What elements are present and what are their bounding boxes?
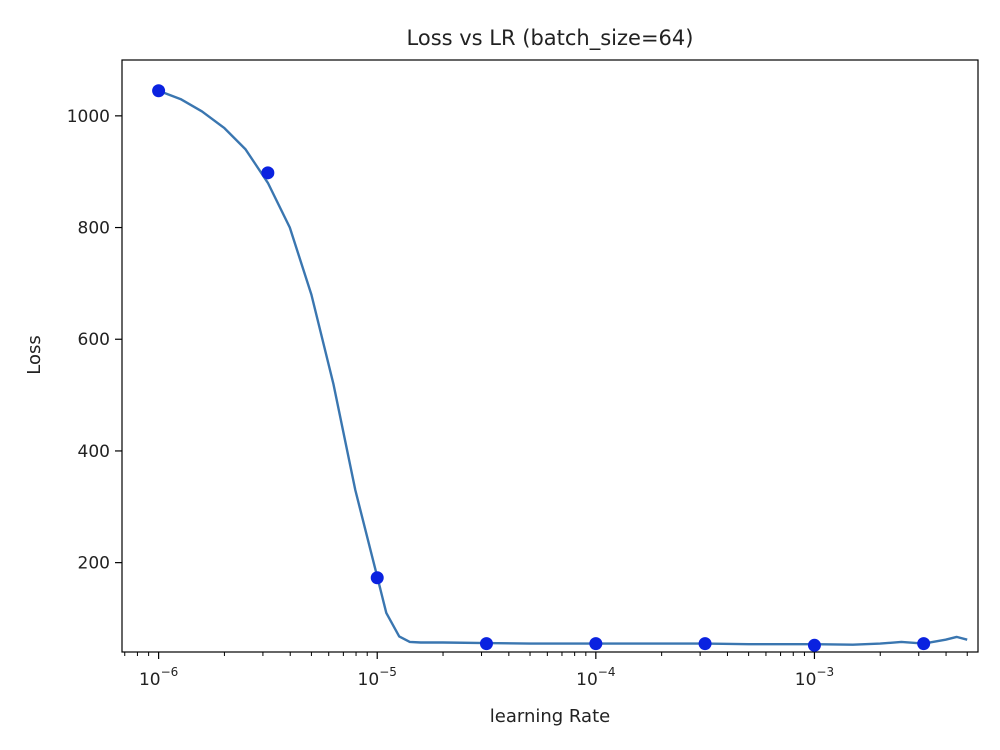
- data-point: [479, 637, 493, 651]
- axes-frame: [121, 59, 979, 653]
- data-point: [698, 637, 712, 651]
- plot-area: 200 400 600 800 1000 10−6 10−5 10−4 10−3: [67, 59, 979, 690]
- y-tick-label: 1000: [67, 107, 110, 127]
- x-tick-label: 10−6: [139, 665, 178, 690]
- data-point: [152, 84, 166, 98]
- series-line: [158, 89, 968, 646]
- data-point: [917, 637, 931, 651]
- y-axis-label: Loss: [24, 335, 45, 374]
- y-tick-label: 200: [78, 554, 110, 574]
- y-tick-label: 800: [78, 219, 110, 239]
- chart-title: Loss vs LR (batch_size=64): [407, 26, 694, 51]
- x-tick-label: 10−3: [795, 665, 834, 690]
- data-point: [589, 637, 603, 651]
- y-tick-label: 600: [78, 330, 110, 350]
- data-point: [807, 638, 821, 652]
- y-tick-label: 400: [78, 442, 110, 462]
- data-point: [261, 166, 275, 180]
- x-tick-label: 10−5: [358, 665, 397, 690]
- x-axis-label: learning Rate: [490, 706, 610, 727]
- data-point: [370, 571, 384, 585]
- x-tick-label: 10−4: [576, 665, 615, 690]
